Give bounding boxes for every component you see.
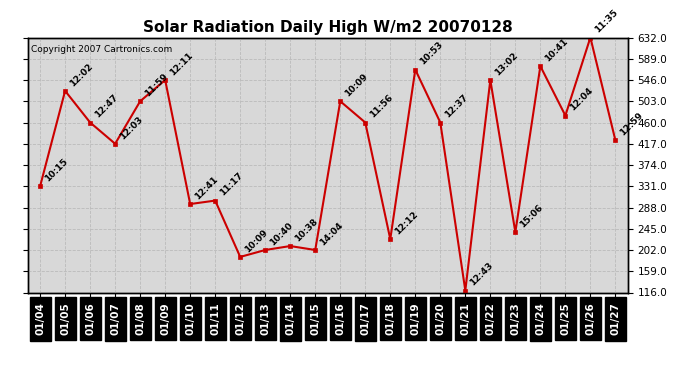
Text: 11:35: 11:35 xyxy=(593,8,620,35)
Title: Solar Radiation Daily High W/m2 20070128: Solar Radiation Daily High W/m2 20070128 xyxy=(143,20,513,35)
Text: 12:59: 12:59 xyxy=(618,111,645,138)
Text: 10:40: 10:40 xyxy=(268,221,295,247)
Text: 12:37: 12:37 xyxy=(443,93,470,120)
Text: 11:17: 11:17 xyxy=(218,171,245,198)
Text: 15:06: 15:06 xyxy=(518,203,544,229)
Text: 10:09: 10:09 xyxy=(243,228,270,254)
Text: 10:53: 10:53 xyxy=(418,40,444,67)
Text: 12:47: 12:47 xyxy=(93,93,119,120)
Text: 11:56: 11:56 xyxy=(368,93,395,120)
Text: Copyright 2007 Cartronics.com: Copyright 2007 Cartronics.com xyxy=(30,45,172,54)
Text: 10:15: 10:15 xyxy=(43,157,70,183)
Text: 14:04: 14:04 xyxy=(318,220,345,247)
Text: 12:03: 12:03 xyxy=(118,114,144,141)
Text: 12:43: 12:43 xyxy=(468,261,495,288)
Text: 10:38: 10:38 xyxy=(293,217,319,243)
Text: 12:12: 12:12 xyxy=(393,210,420,236)
Text: 13:02: 13:02 xyxy=(493,51,520,77)
Text: 12:41: 12:41 xyxy=(193,175,219,201)
Text: 12:11: 12:11 xyxy=(168,51,195,77)
Text: 11:59: 11:59 xyxy=(143,72,170,99)
Text: 12:02: 12:02 xyxy=(68,62,95,88)
Text: 10:09: 10:09 xyxy=(343,72,370,99)
Text: 10:41: 10:41 xyxy=(543,37,570,63)
Text: 12:04: 12:04 xyxy=(568,86,595,113)
